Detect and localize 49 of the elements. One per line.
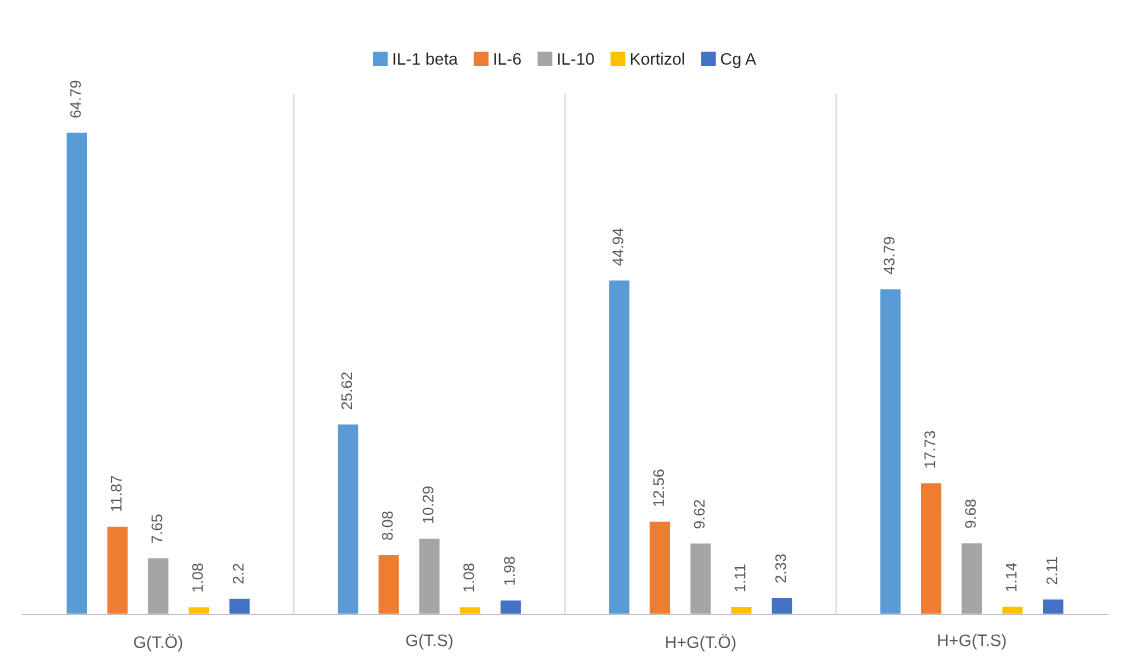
bar — [499, 599, 523, 615]
data-label: 11.87 — [110, 475, 122, 512]
data-label: 43.79 — [883, 237, 895, 275]
bar — [648, 520, 672, 615]
data-label: 17.73 — [924, 431, 936, 468]
bar — [105, 525, 130, 615]
data-label: 1.14 — [1005, 562, 1017, 592]
bar — [878, 287, 902, 615]
data-label: 8.08 — [382, 511, 393, 540]
data-label: 1.98 — [504, 556, 515, 585]
data-label: 2.11 — [1046, 557, 1058, 585]
bar — [146, 556, 170, 615]
bar — [1000, 605, 1025, 615]
data-label: 10.29 — [422, 486, 434, 523]
data-label: 2.33 — [775, 554, 787, 583]
bar — [689, 542, 713, 615]
data-label: 9.68 — [965, 499, 976, 528]
data-label: 25.62 — [341, 372, 353, 410]
bar — [729, 605, 753, 615]
bar — [65, 131, 89, 615]
x-tick-label: H+G(T.S) — [938, 634, 1006, 650]
bar — [960, 541, 984, 615]
data-label: 1.11 — [734, 564, 746, 592]
data-label: 1.08 — [463, 563, 475, 592]
bar — [336, 423, 360, 615]
data-label: 1.08 — [192, 563, 203, 592]
bar — [377, 553, 401, 615]
bar — [919, 481, 943, 615]
bar — [458, 605, 482, 615]
data-label: 12.56 — [653, 469, 665, 506]
bar — [1041, 598, 1065, 615]
data-label: 44.94 — [612, 228, 624, 266]
bar — [607, 279, 631, 615]
legend-label: IL-1 beta — [393, 52, 458, 65]
x-tick-label: G(T.Ö) — [134, 634, 183, 652]
bar — [187, 605, 211, 615]
bar — [770, 596, 794, 615]
bar — [228, 597, 252, 615]
x-tick-label: G(T.S) — [406, 634, 453, 650]
data-label: 9.62 — [693, 500, 705, 529]
data-label: 7.65 — [151, 514, 163, 543]
legend-label: Cg A — [720, 53, 757, 69]
bar — [417, 537, 441, 615]
legend-label: Kortizol — [630, 52, 685, 65]
legend-label: IL-10 — [558, 53, 594, 65]
data-label: 64.79 — [70, 80, 81, 118]
data-label: 2.2 — [232, 563, 244, 584]
legend-label: IL-6 — [494, 53, 521, 65]
x-tick-label: H+G(T.Ö) — [666, 634, 736, 652]
